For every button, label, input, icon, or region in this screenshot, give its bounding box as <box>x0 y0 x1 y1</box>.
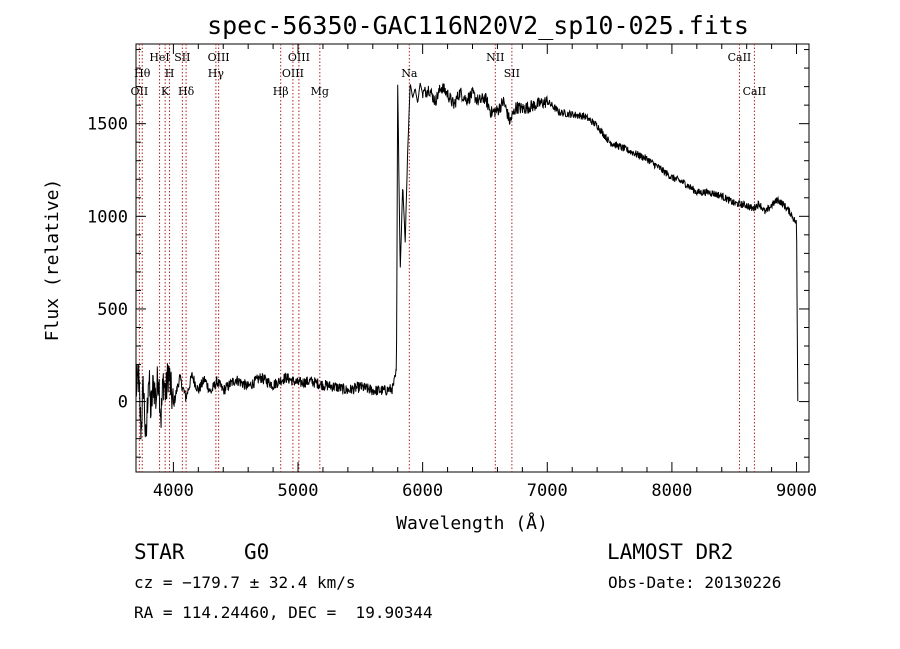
marker-label-7: OIII <box>208 51 230 64</box>
marker-label-10: OIII <box>288 51 310 64</box>
emission-line-markers: OIIHθHeIKSIIHHδOIIIHγHβOIIIOIIIMgNaNIISI… <box>131 44 767 472</box>
x-tick-label: 5000 <box>278 481 319 501</box>
marker-label-12: Mg <box>311 85 329 98</box>
marker-label-1: Hθ <box>134 67 151 80</box>
x-tick-label: 7000 <box>527 481 568 501</box>
marker-label-0: OII <box>131 85 149 98</box>
coordinates-readout: RA = 114.24460, DEC = 19.90344 <box>134 603 433 622</box>
marker-label-14: NII <box>486 51 504 64</box>
plot-frame <box>135 43 810 473</box>
x-tick-label: 6000 <box>402 481 443 501</box>
marker-label-9: Hβ <box>273 85 289 98</box>
x-tick-label: 9000 <box>776 481 817 501</box>
chart-title: spec-56350-GAC116N20V2_sp10-025.fits <box>207 11 749 40</box>
spectrum-line <box>135 82 799 440</box>
y-axis-label: Flux (relative) <box>42 179 63 342</box>
x-tick-label: 8000 <box>651 481 692 501</box>
marker-label-17: CaII <box>743 85 767 98</box>
redshift-readout: cz = −179.7 ± 32.4 km/s <box>134 573 356 592</box>
y-tick-label: 1500 <box>87 115 128 135</box>
y-tick-label: 1000 <box>87 207 128 227</box>
object-subclass: G0 <box>244 540 270 564</box>
y-tick-label: 500 <box>97 300 128 320</box>
marker-label-16: CaII <box>728 51 752 64</box>
x-tick-label: 4000 <box>153 481 194 501</box>
spectrum-series <box>135 82 799 440</box>
axis-ticks: 4000 5000 6000 7000 8000 9000 0 500 1000 1500 <box>87 44 817 501</box>
observation-date: Obs-Date: 20130226 <box>608 573 782 592</box>
survey-name: LAMOST DR2 <box>607 540 734 564</box>
y-tick-label: 0 <box>118 393 128 413</box>
marker-label-6: Hδ <box>178 85 195 98</box>
marker-label-13: Na <box>401 67 418 80</box>
marker-label-11: OIII <box>282 67 304 80</box>
marker-label-2: HeI <box>149 51 169 64</box>
object-class: STAR <box>134 540 185 564</box>
marker-label-5: H <box>165 67 175 80</box>
marker-label-3: K <box>161 85 170 98</box>
marker-label-4: SII <box>174 51 190 64</box>
x-axis-label: Wavelength (Å) <box>396 512 548 534</box>
marker-label-8: Hγ <box>208 67 225 80</box>
marker-label-15: SII <box>504 67 520 80</box>
